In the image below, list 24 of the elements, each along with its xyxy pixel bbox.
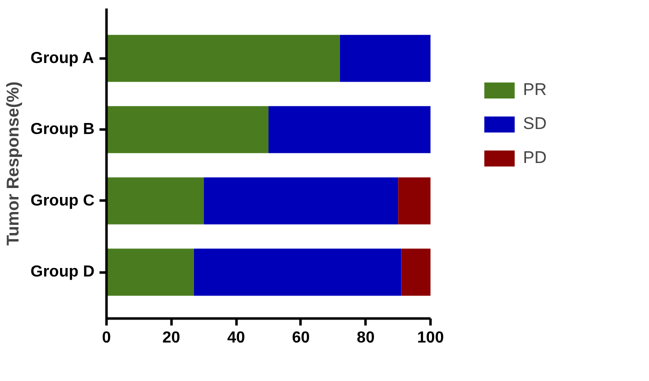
legend-label: SD <box>523 114 547 134</box>
bar <box>106 248 194 296</box>
x-tick-label: 80 <box>356 330 375 346</box>
bar <box>106 106 268 154</box>
bar <box>106 177 204 224</box>
bar <box>398 177 430 224</box>
x-tick-label: 20 <box>162 330 180 346</box>
bar <box>106 34 340 82</box>
legend-label: PD <box>523 148 547 168</box>
bar <box>340 34 430 82</box>
y-tick-label: Group B <box>30 121 95 138</box>
y-tick-label: Group D <box>30 264 95 281</box>
bar <box>401 248 430 296</box>
y-tick-label: Group A <box>30 50 94 67</box>
x-tick-label: 100 <box>417 330 444 346</box>
x-tick-label: 0 <box>102 330 112 346</box>
x-tick-label: 40 <box>227 330 246 346</box>
bar <box>194 248 402 296</box>
y-tick-label: Group C <box>30 192 95 210</box>
bar <box>268 106 430 154</box>
y-axis-title: Tumor Response(%) <box>4 81 23 246</box>
legend-label: PR <box>523 80 547 100</box>
bar <box>204 177 398 224</box>
x-tick-label: 60 <box>292 330 310 346</box>
